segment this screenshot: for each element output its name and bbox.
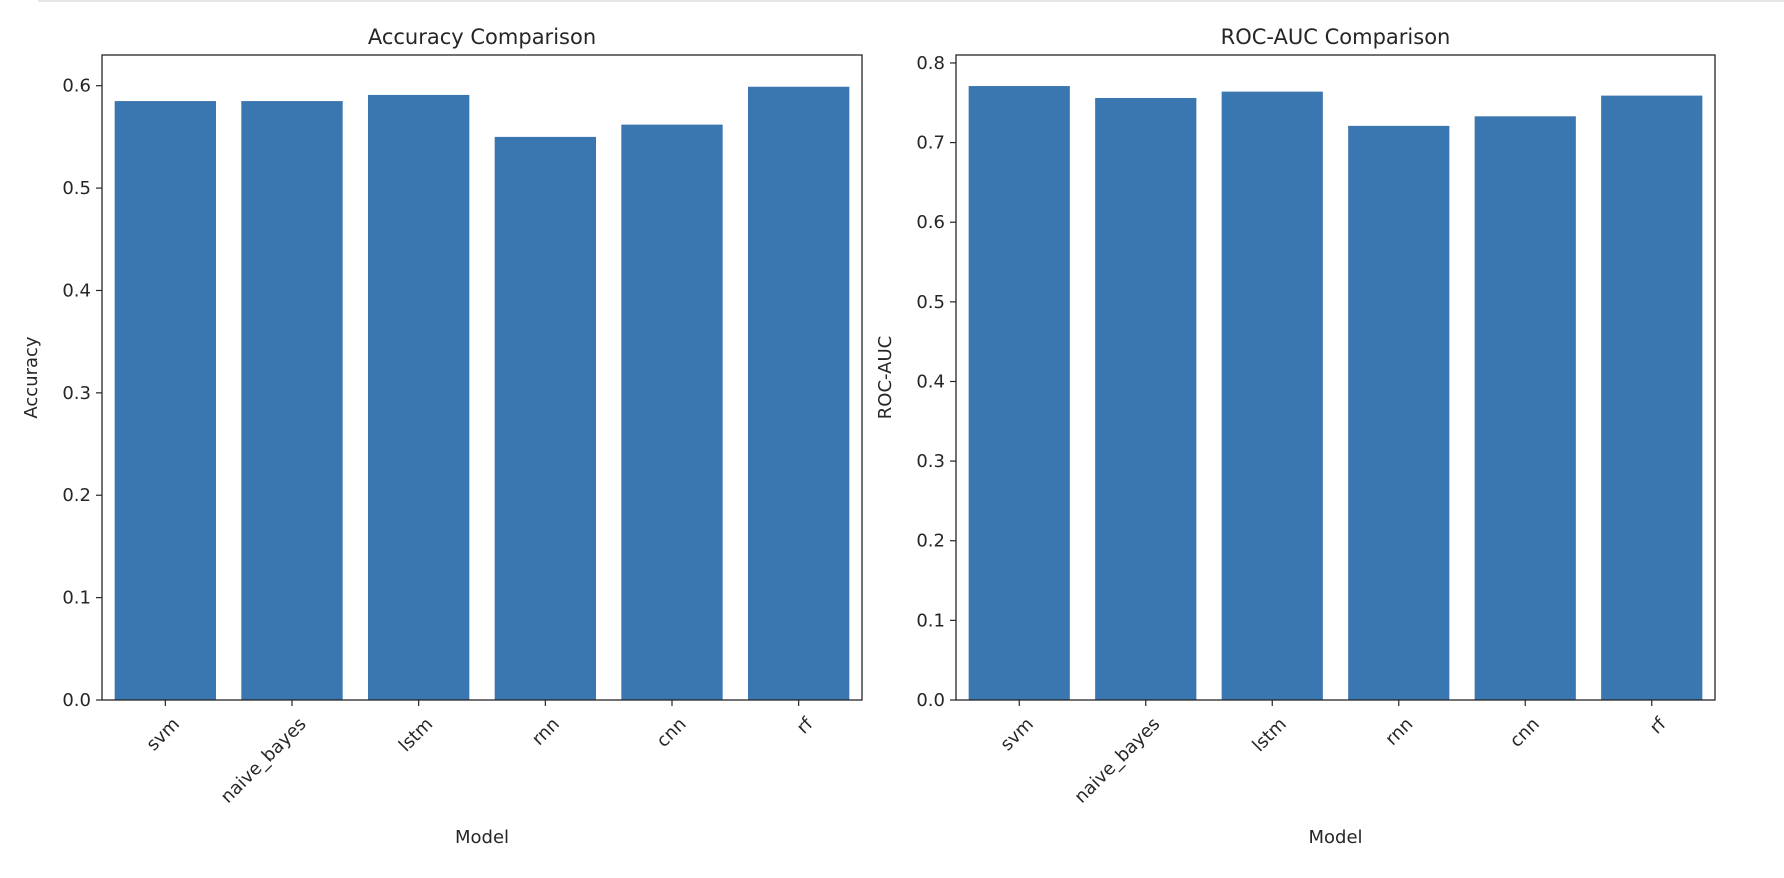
bar-lstm xyxy=(1221,91,1323,700)
bar-svm xyxy=(968,86,1070,700)
bar-lstm xyxy=(368,94,470,701)
bar-rf xyxy=(748,86,850,701)
x-tick-label: rf xyxy=(793,713,818,738)
x-tick-label: cnn xyxy=(653,714,691,752)
x-axis-label: Model xyxy=(1308,827,1362,848)
y-tick-label: 0.0 xyxy=(916,690,945,711)
y-tick-label: 0.6 xyxy=(916,212,945,233)
y-tick-label: 0.0 xyxy=(62,690,91,711)
y-tick-label: 0.1 xyxy=(916,610,945,631)
y-tick-label: 0.1 xyxy=(62,588,91,609)
y-tick-label: 0.3 xyxy=(916,451,945,472)
bar-cnn xyxy=(621,124,723,701)
bar-svm xyxy=(114,101,216,700)
x-tick-label: lstm xyxy=(1248,714,1290,756)
x-tick-label: rnn xyxy=(1381,714,1417,750)
y-tick-label: 0.2 xyxy=(62,485,91,506)
y-tick-label: 0.5 xyxy=(62,178,91,199)
bar-naive_bayes xyxy=(1095,98,1197,700)
bar-naive_bayes xyxy=(241,101,343,700)
y-tick-label: 0.4 xyxy=(62,280,91,301)
x-axis-label: Model xyxy=(455,827,509,848)
x-tick-label: rnn xyxy=(528,714,564,750)
bar-rf xyxy=(1601,95,1703,701)
chart-1: 0.0 0.1 0.2 0.3 0.4 0.5 0.6 svm naive_bayes lstm r… xyxy=(21,25,863,848)
x-tick-label: rf xyxy=(1646,713,1671,738)
chart-title: Accuracy Comparison xyxy=(368,25,596,49)
y-axis-label: ROC-AUC xyxy=(875,336,896,419)
x-tick-label: lstm xyxy=(395,714,437,756)
y-tick-label: 0.6 xyxy=(62,76,91,97)
bar-cnn xyxy=(1474,116,1576,700)
x-tick-label: svm xyxy=(996,714,1037,755)
chart-2: 0.0 0.1 0.2 0.3 0.4 0.5 0.6 0.7 0.8 svm naive_baye… xyxy=(875,25,1716,848)
top-divider xyxy=(38,0,1784,2)
y-tick-label: 0.5 xyxy=(916,292,945,313)
y-tick-label: 0.2 xyxy=(916,531,945,552)
chart-title: ROC-AUC Comparison xyxy=(1221,25,1451,49)
plot-frame xyxy=(101,54,863,701)
plot-frame xyxy=(955,54,1716,701)
x-tick-label: naive_bayes xyxy=(217,714,311,808)
x-tick-label: svm xyxy=(142,714,183,755)
bar-rnn xyxy=(1348,125,1450,701)
y-tick-label: 0.7 xyxy=(916,133,945,154)
x-tick-label: naive_bayes xyxy=(1070,714,1164,808)
x-tick-label: cnn xyxy=(1506,714,1544,752)
bar-rnn xyxy=(494,136,596,700)
y-axis-label: Accuracy xyxy=(21,336,42,419)
y-tick-label: 0.4 xyxy=(916,371,945,392)
y-tick-label: 0.8 xyxy=(916,53,945,74)
y-tick-label: 0.3 xyxy=(62,383,91,404)
